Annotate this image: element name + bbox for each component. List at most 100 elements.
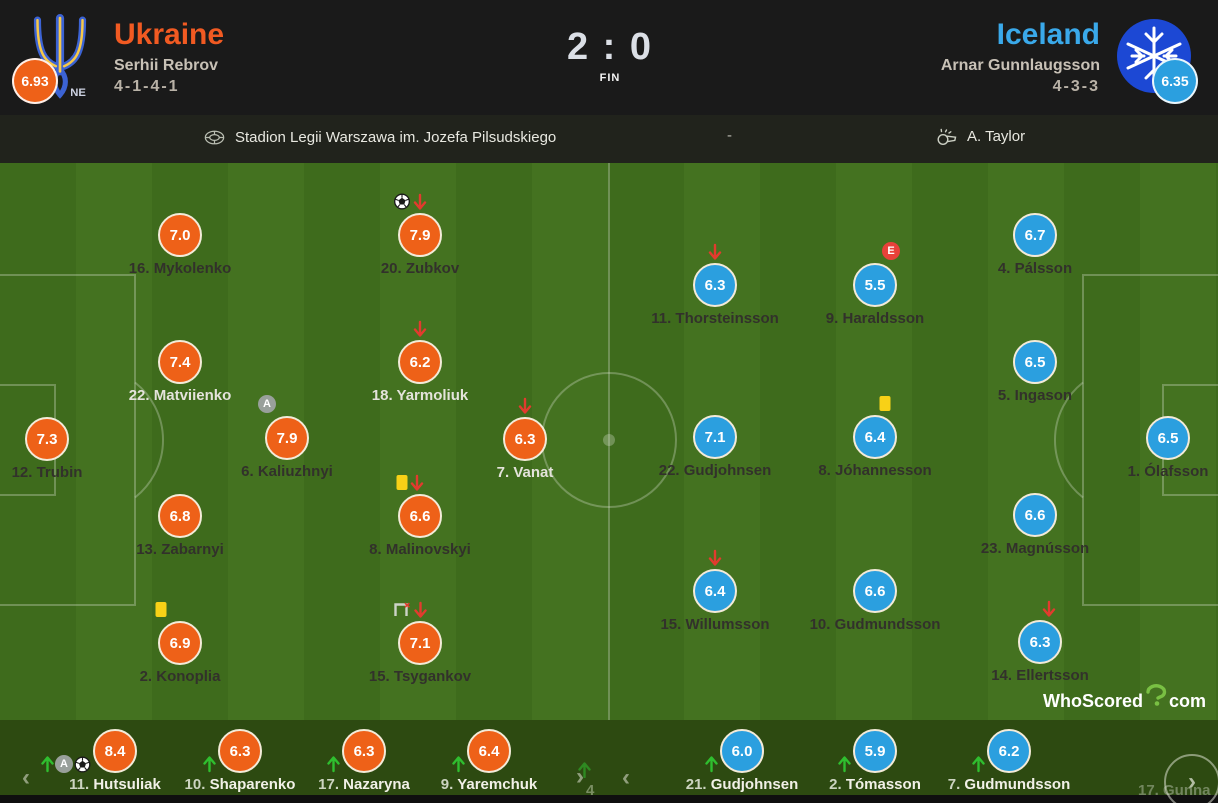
player-rating-circle[interactable]: 6.4 — [693, 569, 737, 613]
player-surname: Malinovskyi — [385, 541, 471, 558]
player-rating-circle[interactable]: 5.5 — [853, 263, 897, 307]
home-team-texts: Ukraine Serhii Rebrov 4-1-4-1 — [114, 18, 224, 96]
player-rating-circle[interactable]: 7.1 — [693, 415, 737, 459]
player-shirt-number: 9. — [825, 310, 839, 327]
player-shirt-number: 12. — [11, 464, 33, 481]
player-name-label: 2. Konoplia — [140, 668, 221, 685]
player-rating-circle[interactable]: 6.6 — [398, 494, 442, 538]
player-shirt-number: 1. — [1127, 463, 1141, 480]
player-surname: Shaparenko — [209, 776, 296, 793]
match-score: 2 : 0 — [566, 25, 654, 68]
home-team-name[interactable]: Ukraine — [114, 18, 225, 52]
player-name-label: 18. Yarmoliuk — [372, 387, 468, 404]
away-team-name[interactable]: Iceland — [996, 18, 1100, 52]
away-bench-prev-button[interactable]: ‹ — [622, 764, 630, 791]
home-team-block: NE 6.93 Ukraine Serhii Rebrov 4-1-4-1 — [0, 13, 456, 104]
player-name-label: 8. Jóhannesson — [818, 462, 931, 479]
player-shirt-number: 21. — [685, 776, 707, 793]
player-rating-circle[interactable]: 7.0 — [158, 213, 202, 257]
player-name-label: 22. Gudjohnsen — [659, 462, 772, 479]
sub-off-arrow-icon — [708, 549, 722, 566]
player-event-icons — [155, 600, 167, 618]
player-event-icons — [838, 755, 851, 773]
player-rating-circle[interactable]: 6.2 — [398, 340, 442, 384]
player-rating-circle[interactable]: 7.1 — [398, 621, 442, 665]
sub-off-arrow-icon — [413, 193, 427, 210]
sub-on-arrow-icon — [705, 755, 718, 772]
referee-info: A. Taylor — [935, 127, 1025, 146]
player-shirt-number: 20. — [380, 260, 402, 277]
player-surname: Magnússon — [1005, 540, 1090, 557]
player-rating-circle[interactable]: 6.6 — [853, 569, 897, 613]
player-surname: Trubin — [36, 464, 83, 481]
yellow-card-icon — [879, 395, 891, 411]
player-shirt-number: 2. — [829, 776, 842, 793]
player-shirt-number: 10. — [184, 776, 206, 793]
substitutes-bench: ‹ › 4 ‹ 17. Gunna › A 8.4 11. Hutsuliak 6.3… — [0, 720, 1218, 803]
player-shirt-number: 8. — [369, 541, 382, 558]
player-rating-circle[interactable]: 7.4 — [158, 340, 202, 384]
player-rating-circle[interactable]: 6.9 — [158, 621, 202, 665]
player-event-icons — [708, 548, 722, 566]
player-name-label: 15. Willumsson — [660, 616, 769, 633]
info-separator: - — [727, 127, 732, 144]
player-rating-circle[interactable]: 6.3 — [218, 729, 262, 773]
player-name-label: 8. Malinovskyi — [369, 541, 471, 558]
player-name-label: 7. Gudmundsson — [948, 776, 1071, 793]
player-rating-circle[interactable]: 6.8 — [158, 494, 202, 538]
player-shirt-number: 7. — [496, 464, 510, 481]
ukraine-trident-logo: NE — [33, 13, 86, 98]
player-name-label: 23. Magnússon — [981, 540, 1089, 557]
player-name-label: 12. Trubin — [12, 464, 83, 481]
player-surname: Ellertsson — [1016, 667, 1089, 684]
player-event-icons — [393, 600, 427, 618]
player-name-label: 5. Ingason — [998, 387, 1072, 404]
player-rating-circle[interactable]: 6.7 — [1013, 213, 1057, 257]
player-rating-circle[interactable]: 8.4 — [93, 729, 137, 773]
yellow-card-icon — [396, 474, 408, 490]
player-rating-circle[interactable]: 6.5 — [1146, 416, 1190, 460]
player-rating-circle[interactable]: 6.0 — [720, 729, 764, 773]
home-bench-prev-button[interactable]: ‹ — [22, 764, 30, 791]
player-rating-circle[interactable]: 6.4 — [853, 415, 897, 459]
player-surname: Pálsson — [1014, 260, 1073, 277]
match-status: FIN — [599, 71, 621, 84]
player-surname: Matviienko — [153, 387, 232, 404]
player-event-icons: E — [882, 242, 900, 260]
player-event-icons — [972, 755, 985, 773]
sub-off-arrow-icon — [708, 243, 722, 260]
player-name-label: 13. Zabarnyi — [136, 541, 224, 558]
player-rating-circle[interactable]: 7.9 — [398, 213, 442, 257]
player-surname: Gudjohnsen — [683, 462, 772, 479]
sub-on-arrow-icon — [972, 755, 985, 772]
goal-ball-icon — [394, 193, 410, 209]
sub-off-arrow-icon — [414, 601, 427, 618]
player-rating-circle[interactable]: 6.3 — [1018, 620, 1062, 664]
player-rating-circle[interactable]: 5.9 — [853, 729, 897, 773]
player-surname: Yarmoliuk — [396, 387, 469, 404]
player-surname: Zabarnyi — [161, 541, 224, 558]
home-bench-next-button[interactable]: › — [576, 763, 584, 790]
player-rating-circle[interactable]: 6.3 — [503, 417, 547, 461]
whistle-icon — [937, 128, 957, 146]
whoscored-watermark: WhoScored com — [1043, 683, 1206, 712]
player-event-icons — [705, 755, 718, 773]
player-rating-circle[interactable]: 6.5 — [1013, 340, 1057, 384]
player-rating-circle[interactable]: 6.3 — [342, 729, 386, 773]
player-shirt-number: 10. — [809, 616, 831, 633]
player-rating-circle[interactable]: 7.3 — [25, 417, 69, 461]
player-rating-circle[interactable]: 7.9 — [265, 416, 309, 460]
away-bench-next-button[interactable]: › — [1164, 754, 1218, 803]
player-rating-circle[interactable]: 6.6 — [1013, 493, 1057, 537]
player-rating-circle[interactable]: 6.2 — [987, 729, 1031, 773]
player-name-label: 11. Thorsteinsson — [651, 310, 779, 327]
away-team-block: Iceland Arnar Gunnlaugsson 4-3-3 — [764, 18, 1218, 104]
player-rating-circle[interactable]: 6.3 — [693, 263, 737, 307]
player-event-icons — [879, 394, 891, 412]
player-surname: Kaliuzhnyi — [257, 463, 333, 480]
player-shirt-number: 9. — [440, 776, 454, 793]
away-team-texts: Iceland Arnar Gunnlaugsson 4-3-3 — [941, 18, 1100, 96]
player-rating-circle[interactable]: 6.4 — [467, 729, 511, 773]
home-manager-name: Serhii Rebrov — [114, 56, 219, 74]
